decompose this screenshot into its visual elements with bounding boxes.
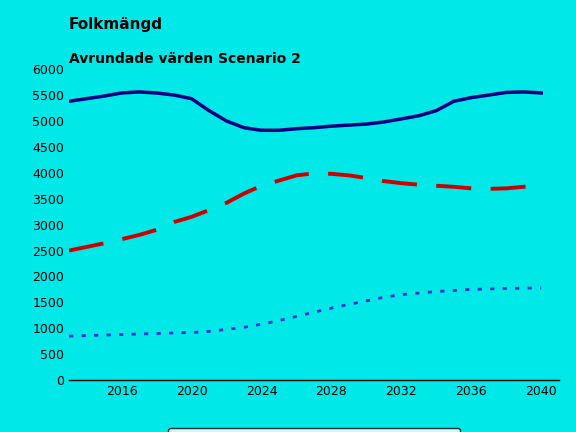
Text: Avrundade värden Scenario 2: Avrundade värden Scenario 2 [69,52,301,66]
Text: Folkmängd: Folkmängd [69,17,163,32]
Legend: 65-75, 76-85, 86-100: 65-75, 76-85, 86-100 [168,428,460,432]
